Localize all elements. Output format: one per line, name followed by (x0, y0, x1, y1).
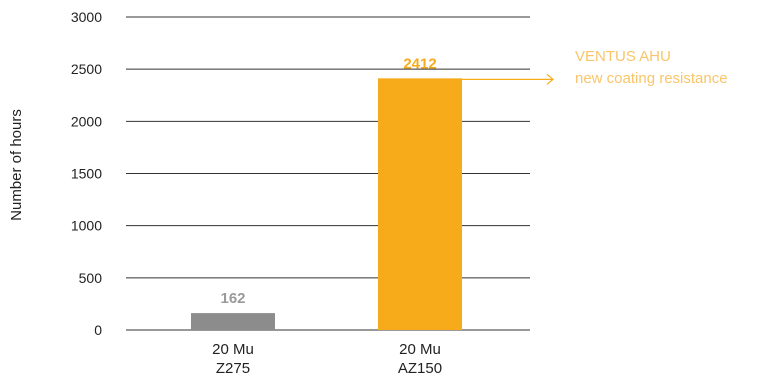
y-tick-label: 0 (94, 322, 102, 338)
data-labels: 162 2412 (220, 55, 436, 307)
bar (378, 78, 462, 331)
category-label-line-1: 20 Mu (212, 341, 254, 358)
y-tick-label: 2000 (71, 113, 102, 129)
y-tick-labels: 0 500 1000 1500 2000 2500 3000 (71, 9, 102, 338)
annotation-line-2: new coating resistance (575, 70, 728, 87)
annotation-arrow-head (546, 73, 554, 85)
y-axis-label: Number of hours (8, 109, 25, 221)
y-tick-label: 1500 (71, 166, 102, 182)
gridlines (126, 16, 530, 331)
category-label-line-1: 20 Mu (399, 341, 441, 358)
category-label-line-2: AZ150 (398, 360, 442, 377)
data-label: 162 (220, 290, 245, 307)
bars (191, 78, 462, 331)
annotation: VENTUS AHU new coating resistance (462, 48, 728, 87)
y-tick-label: 3000 (71, 9, 102, 25)
annotation-line-1: VENTUS AHU (575, 48, 671, 65)
bar (191, 313, 275, 330)
category-label-line-2: Z275 (216, 360, 250, 377)
data-label: 2412 (403, 55, 436, 72)
y-tick-label: 2500 (71, 61, 102, 77)
y-tick-label: 1000 (71, 218, 102, 234)
y-tick-label: 500 (79, 270, 103, 286)
category-labels: 20 Mu Z275 20 Mu AZ150 (212, 341, 442, 377)
